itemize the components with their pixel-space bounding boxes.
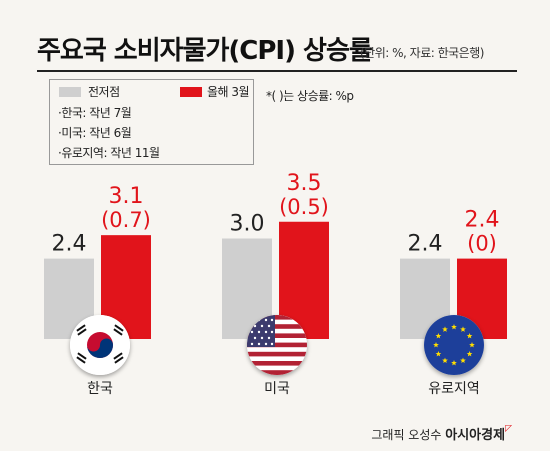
footnote: *( )는 상승률: %p [266,89,354,103]
legend-note-eu: ·유로지역: 작년 11월 [58,146,160,160]
title-divider [37,70,517,72]
eu-star-icon [460,326,466,332]
eu-star-icon [435,351,442,357]
value-label-curr-1: 3.5 [287,171,322,196]
eu-star-icon [466,351,473,357]
eu-star-icon [433,342,439,348]
eu-star-icon [466,333,473,339]
legend-swatch-prev [59,87,81,97]
value-label-prev-2: 2.4 [408,232,443,257]
chart-header: 주요국 소비자물가(CPI) 상승률 (단위: %, 자료: 한국은행) [0,28,550,72]
legend-swatch-curr [180,87,202,97]
chart-title: 주요국 소비자물가(CPI) 상승률 [37,36,373,66]
eu-star-icon [442,357,448,364]
usa-flag-icon [247,315,307,375]
eu-star-icon [451,360,457,366]
legend-note-usa: ·미국: 작년 6월 [58,126,132,140]
credit: 그래픽 오성수 아시아경제◸ [371,424,512,443]
legend-label-curr: 올해 3월 [207,85,250,99]
category-label-korea: 한국 [87,381,113,397]
change-label-0: (0.7) [101,208,151,232]
eu-star-icon [442,326,448,332]
value-label-prev-1: 3.0 [230,212,265,237]
category-label-eu: 유로지역 [428,381,480,397]
value-label-curr-0: 3.1 [109,184,144,209]
legend-box: 전저점 올해 3월 ·한국: 작년 7월 ·미국: 작년 6월 ·유로지역: 작… [49,79,254,165]
change-label-1: (0.5) [279,195,329,219]
chart-subtitle: (단위: %, 자료: 한국은행) [360,46,484,60]
brand-mark-icon: ◸ [505,424,512,434]
category-label-usa: 미국 [264,381,290,397]
eu-star-icon [435,333,442,339]
credit-text: 그래픽 오성수 [371,428,442,442]
eu-star-icon [451,324,457,330]
legend-note-korea: ·한국: 작년 7월 [58,106,132,120]
eu-star-icon [469,342,475,348]
change-label-2: (0) [467,232,497,256]
legend-label-prev: 전저점 [88,85,120,99]
value-label-prev-0: 2.4 [52,232,87,257]
korea-flag-icon [70,315,130,375]
value-label-curr-2: 2.4 [465,208,500,233]
eu-star-icon [460,357,466,364]
eu-flag-icon [424,315,484,375]
brand-logo: 아시아경제 [445,428,506,443]
